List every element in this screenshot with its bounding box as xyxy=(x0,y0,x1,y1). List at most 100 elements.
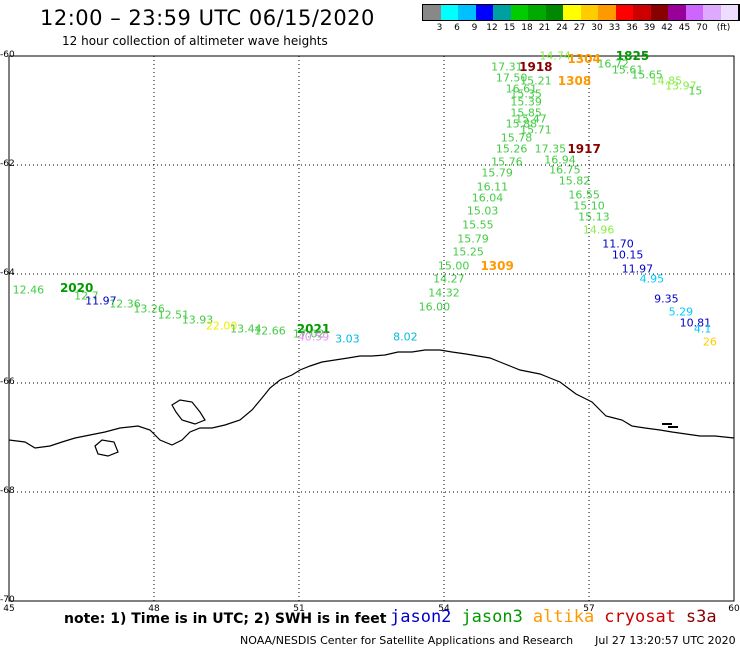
wave-height-label: 15.61 xyxy=(611,63,644,77)
wave-height-label: 16.94 xyxy=(544,153,576,167)
wave-height-label: 12.36 xyxy=(109,297,141,311)
legend-tick-label: 70 xyxy=(696,23,708,33)
legend-tick-label: 9 xyxy=(471,23,478,33)
legend-tick-label: 21 xyxy=(538,23,551,33)
legend-swatch xyxy=(615,5,633,20)
wave-height-label: 15.65 xyxy=(631,68,663,82)
footnote: note: 1) Time is in UTC; 2) SWH is in fe… xyxy=(64,611,387,627)
pass-time-label: 1918 xyxy=(519,59,553,74)
legend-tick-label: 27 xyxy=(573,23,586,33)
legend-swatch xyxy=(650,5,668,20)
latitude-label: -60 xyxy=(0,50,15,60)
wave-height-label: 16.61 xyxy=(505,82,538,96)
legend-color-bar xyxy=(422,4,740,21)
wave-height-label: 16.55 xyxy=(568,188,600,202)
legend-tick-label: 33 xyxy=(608,23,621,33)
wave-height-label: 15.55 xyxy=(462,218,494,232)
legend-tick-label: 39 xyxy=(643,23,656,33)
wave-height-label: 15.39 xyxy=(510,95,542,109)
wave-height-label: 12.46 xyxy=(12,283,45,297)
wave-height-label: 17.50 xyxy=(495,71,528,85)
wave-height-label: 15.35 xyxy=(510,87,542,101)
legend-tick-label: 24 xyxy=(556,23,568,33)
wave-height-label: 16.75 xyxy=(549,163,581,177)
color-legend: 3 6 9 12 15 18 21 24 27 30 33 36 39 42 45 70 (ft) xyxy=(422,4,740,35)
legend-tick-label: 15 xyxy=(503,23,516,33)
credit-line: NOAA/NESDIS Center for Satellite Applica… xyxy=(240,634,736,647)
wave-height-label: 9.35 xyxy=(654,292,679,306)
latitude-label: -66 xyxy=(0,377,15,387)
legend-tick-label: 12 xyxy=(486,23,498,33)
wave-height-label: 13.44 xyxy=(230,322,262,335)
wave-height-label: 13.93 xyxy=(181,313,214,327)
wave-height-label: 15.79 xyxy=(457,232,489,246)
longitude-label: 60 xyxy=(728,604,740,614)
wave-height-label: 12.66 xyxy=(254,324,286,338)
legend-swatch xyxy=(580,5,598,20)
coastline-inlet-west xyxy=(94,439,119,457)
wave-height-label: 15.10 xyxy=(573,199,605,213)
latitude-label: -70 xyxy=(0,595,15,605)
legend-swatch xyxy=(458,5,476,20)
satellite-cryosat: cryosat xyxy=(604,607,676,627)
legend-swatch xyxy=(738,5,740,20)
wave-height-label: 4.1 xyxy=(693,322,712,335)
wave-height-label: 5.29 xyxy=(668,305,694,319)
wave-height-label: 17.35 xyxy=(534,142,567,156)
longitude-label: 48 xyxy=(148,604,160,614)
legend-tick-label: 36 xyxy=(626,23,638,33)
wave-height-label: 11.97 xyxy=(621,262,654,276)
wave-height-label: 12.7 xyxy=(74,289,99,303)
credit-text: NOAA/NESDIS Center for Satellite Applica… xyxy=(240,634,574,647)
legend-unit: (ft) xyxy=(716,23,731,33)
longitude-label: 51 xyxy=(293,604,305,614)
map-title: 12:00 – 23:59 UTC 06/15/2020 xyxy=(40,6,375,30)
antarctica-coastline xyxy=(8,349,735,449)
legend-swatch xyxy=(720,5,738,20)
wave-height-label: 16.00 xyxy=(418,300,451,314)
pass-time-label: 2021 xyxy=(296,321,331,336)
legend-tick-label: 3 xyxy=(436,23,443,33)
pass-time-label: 1308 xyxy=(557,73,592,88)
wave-height-label: 15 xyxy=(688,84,703,98)
wave-height-label: 40.59 xyxy=(297,330,330,344)
wave-height-label: 22.00 xyxy=(205,319,238,333)
legend-swatch xyxy=(633,5,651,20)
wave-height-label: 26 xyxy=(702,335,717,349)
longitude-label: 54 xyxy=(438,604,450,614)
wave-height-label: 17.31 xyxy=(491,60,523,74)
wave-height-label: 10.81 xyxy=(679,316,712,330)
latitude-label: -62 xyxy=(0,159,15,169)
legend-tick-label: 42 xyxy=(661,23,673,33)
pass-time-label: 2020 xyxy=(59,280,94,295)
wave-height-label: 12.51 xyxy=(157,308,190,322)
legend-swatch xyxy=(563,5,581,20)
satellite-legend: jason2 jason3 altika cryosat s3a xyxy=(390,607,727,627)
legend-tick-label: 18 xyxy=(521,23,533,33)
graticule xyxy=(9,56,734,601)
legend-ticks: 3 6 9 12 15 18 21 24 27 30 33 36 39 42 45 70 (ft) xyxy=(422,21,740,35)
wave-height-label: 16.72 xyxy=(597,57,629,71)
legend-tick-label: 30 xyxy=(591,23,603,33)
wave-height-label: 14.74 xyxy=(539,49,571,63)
wave-height-label: 13.26 xyxy=(133,302,165,316)
pass-time-label: 1825 xyxy=(615,49,650,63)
legend-swatch xyxy=(440,5,458,20)
legend-swatch xyxy=(528,5,546,20)
pass-time-label: 1309 xyxy=(480,258,514,273)
wave-height-label: 15.25 xyxy=(452,245,484,259)
wave-height-label: 15.26 xyxy=(495,142,528,156)
legend-swatch xyxy=(545,5,563,20)
timestamp: Jul 27 13:20:57 UTC 2020 xyxy=(595,634,736,647)
wave-height-label: 15.76 xyxy=(491,155,523,169)
wave-height-label: 11.70 xyxy=(602,237,634,251)
wave-height-label: 17.02 xyxy=(292,327,325,341)
legend-swatch xyxy=(703,5,721,20)
coastline-inlet xyxy=(171,399,206,425)
legend-swatch xyxy=(493,5,511,20)
wave-height-label: 13.97 xyxy=(665,79,697,93)
satellite-altika: altika xyxy=(532,607,595,627)
wave-height-label: 4.95 xyxy=(639,272,665,286)
legend-tick-label: 45 xyxy=(678,23,691,33)
